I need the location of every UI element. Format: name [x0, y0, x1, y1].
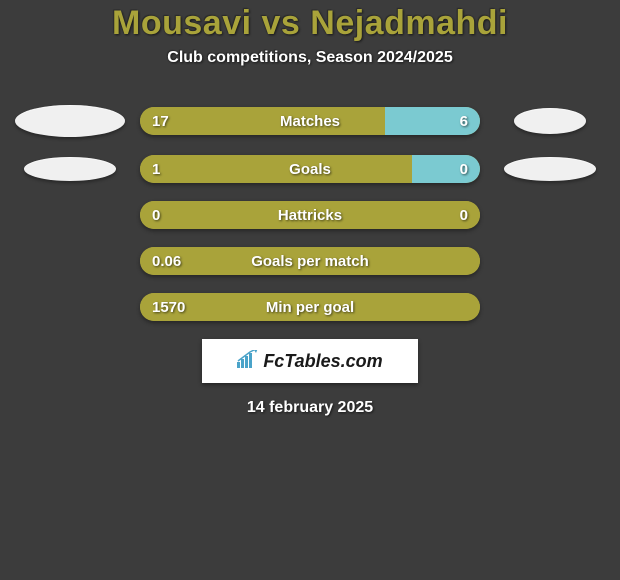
- stat-bar: 10Goals: [140, 155, 480, 183]
- right-side: [480, 157, 620, 181]
- stat-label: Matches: [140, 107, 480, 135]
- stat-row: 00Hattricks: [0, 201, 620, 229]
- bars-icon: [237, 350, 259, 373]
- stat-bar: 176Matches: [140, 107, 480, 135]
- player-right-ellipse: [514, 108, 586, 134]
- player-left-ellipse: [15, 105, 125, 137]
- stat-label: Goals per match: [140, 247, 480, 275]
- stat-label: Goals: [140, 155, 480, 183]
- logo: FcTables.com: [237, 350, 382, 373]
- left-side: [0, 157, 140, 181]
- stat-label: Min per goal: [140, 293, 480, 321]
- stat-bar: 00Hattricks: [140, 201, 480, 229]
- stat-row: 1570Min per goal: [0, 293, 620, 321]
- stat-rows: 176Matches 10Goals 00Hattricks 0.06Goals pe…: [0, 105, 620, 321]
- stat-bar: 0.06Goals per match: [140, 247, 480, 275]
- stat-row: 176Matches: [0, 105, 620, 137]
- right-side: [480, 108, 620, 134]
- player-left-ellipse: [24, 157, 116, 181]
- player-right-ellipse: [504, 157, 596, 181]
- subtitle: Club competitions, Season 2024/2025: [0, 49, 620, 67]
- page-title: Mousavi vs Nejadmahdi: [0, 4, 620, 43]
- stats-infographic: Mousavi vs Nejadmahdi Club competitions,…: [0, 0, 620, 580]
- stat-bar: 1570Min per goal: [140, 293, 480, 321]
- logo-box: FcTables.com: [202, 339, 418, 383]
- logo-text: FcTables.com: [263, 351, 382, 372]
- stat-label: Hattricks: [140, 201, 480, 229]
- date-text: 14 february 2025: [0, 399, 620, 417]
- left-side: [0, 105, 140, 137]
- stat-row: 10Goals: [0, 155, 620, 183]
- stat-row: 0.06Goals per match: [0, 247, 620, 275]
